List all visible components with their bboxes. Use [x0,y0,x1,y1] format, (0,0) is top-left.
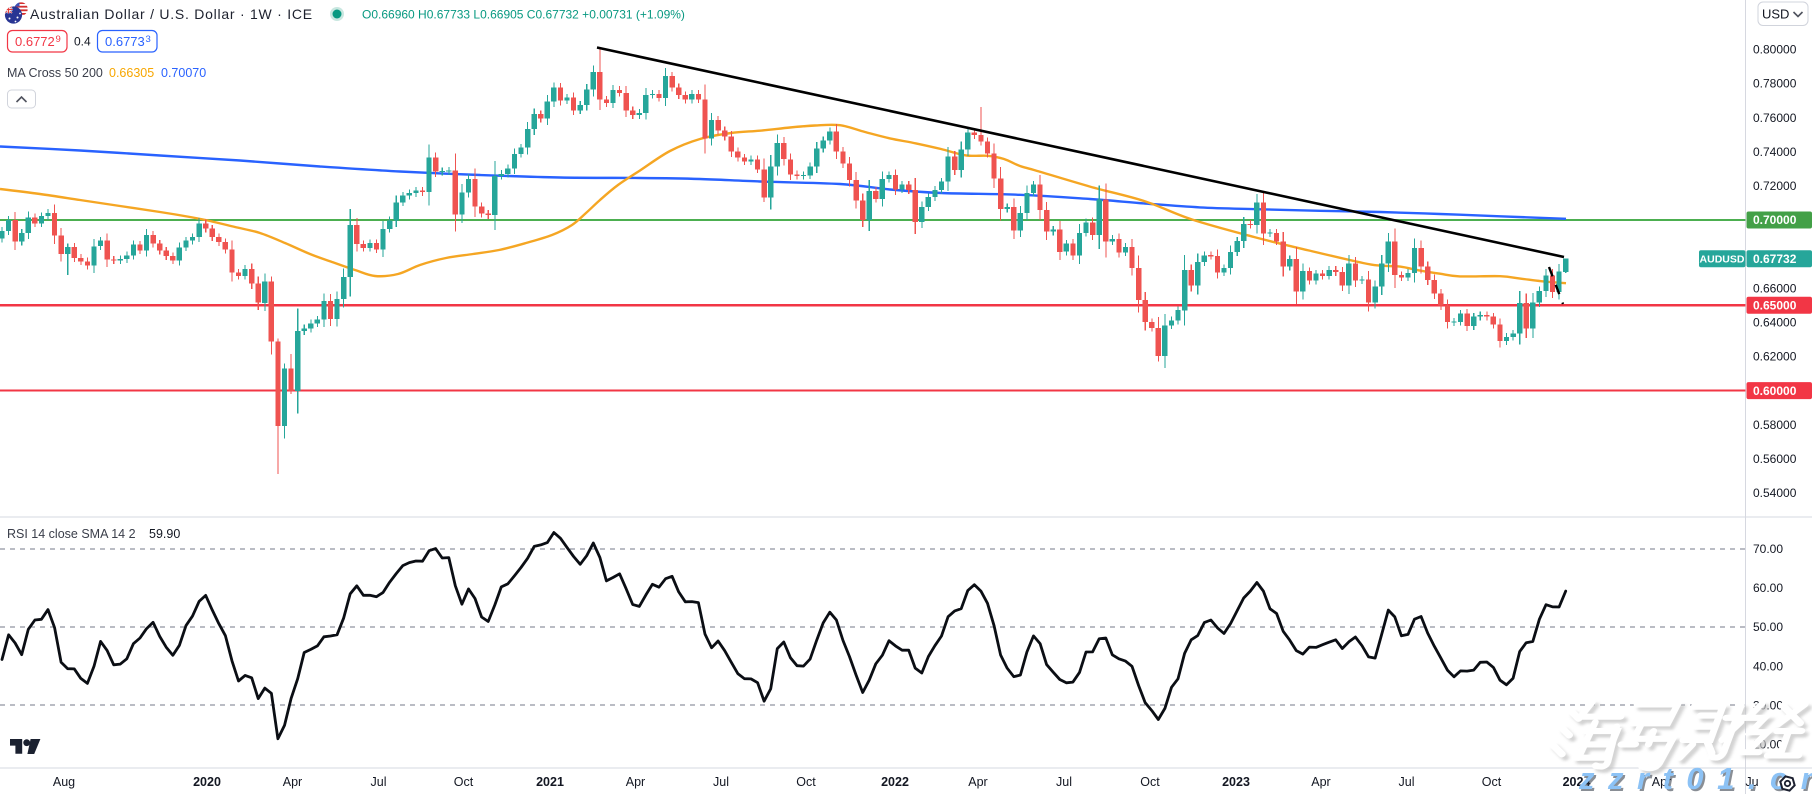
svg-text:Jul: Jul [371,775,387,789]
svg-text:O0.66960 H0.67733 L0.66905 C0.: O0.66960 H0.67733 L0.66905 C0.67732 +0.0… [362,8,685,22]
svg-text:3: 3 [146,34,151,45]
svg-text:0.70070: 0.70070 [161,66,206,80]
svg-text:0.6773: 0.6773 [105,34,145,49]
svg-text:0.65000: 0.65000 [1753,299,1797,313]
svg-text:0.62000: 0.62000 [1753,350,1797,364]
svg-text:0.74000: 0.74000 [1753,145,1797,159]
svg-text:0.56000: 0.56000 [1753,452,1797,466]
svg-text:9: 9 [56,34,61,45]
svg-text:59.90: 59.90 [149,527,180,541]
svg-text:2022: 2022 [881,775,909,789]
svg-text:Apr: Apr [1311,775,1330,789]
svg-text:Oct: Oct [454,775,474,789]
svg-text:zzrt01.cn: zzrt01.cn [1578,761,1812,794]
svg-text:0.80000: 0.80000 [1753,43,1797,57]
svg-text:0.72000: 0.72000 [1753,179,1797,193]
svg-text:0.60000: 0.60000 [1753,384,1797,398]
svg-text:Apr: Apr [626,775,645,789]
svg-text:2021: 2021 [536,775,564,789]
svg-text:Aug: Aug [53,775,75,789]
svg-text:Oct: Oct [1482,775,1502,789]
svg-text:0.70000: 0.70000 [1753,213,1797,227]
svg-text:MA Cross 50 200: MA Cross 50 200 [7,66,103,80]
svg-text:0.54000: 0.54000 [1753,486,1797,500]
svg-text:2023: 2023 [1222,775,1250,789]
svg-text:0.76000: 0.76000 [1753,111,1797,125]
svg-text:Jul: Jul [1399,775,1415,789]
svg-text:Oct: Oct [796,775,816,789]
svg-text:Jul: Jul [1056,775,1072,789]
svg-text:70.00: 70.00 [1753,542,1783,556]
svg-text:RSI 14 close SMA 14 2: RSI 14 close SMA 14 2 [7,527,136,541]
svg-text:0.4: 0.4 [74,35,91,49]
svg-text:2024: 2024 [1563,775,1591,789]
svg-text:0.66305: 0.66305 [109,66,154,80]
svg-text:Oct: Oct [1140,775,1160,789]
svg-text:Apr: Apr [1652,775,1671,789]
svg-text:USD: USD [1762,7,1789,22]
svg-text:Apr: Apr [283,775,302,789]
svg-text:0.6772: 0.6772 [15,34,55,49]
svg-text:0.78000: 0.78000 [1753,77,1797,91]
svg-text:50.00: 50.00 [1753,620,1783,634]
svg-text:0.58000: 0.58000 [1753,418,1797,432]
svg-text:zzrt01.cn: zzrt01.cn [1580,763,1812,794]
svg-text:Jul: Jul [713,775,729,789]
svg-text:Ju: Ju [1745,775,1758,789]
svg-text:60.00: 60.00 [1753,581,1783,595]
svg-text:2020: 2020 [193,775,221,789]
svg-text:0.66000: 0.66000 [1753,281,1797,295]
svg-text:Apr: Apr [968,775,987,789]
svg-text:AUDUSD: AUDUSD [1700,254,1745,266]
svg-text:0.64000: 0.64000 [1753,316,1797,330]
svg-text:40.00: 40.00 [1753,659,1783,673]
svg-text:Australian Dollar / U.S. Dolla: Australian Dollar / U.S. Dollar · 1W · I… [30,6,313,22]
svg-text:0.67732: 0.67732 [1753,252,1797,266]
